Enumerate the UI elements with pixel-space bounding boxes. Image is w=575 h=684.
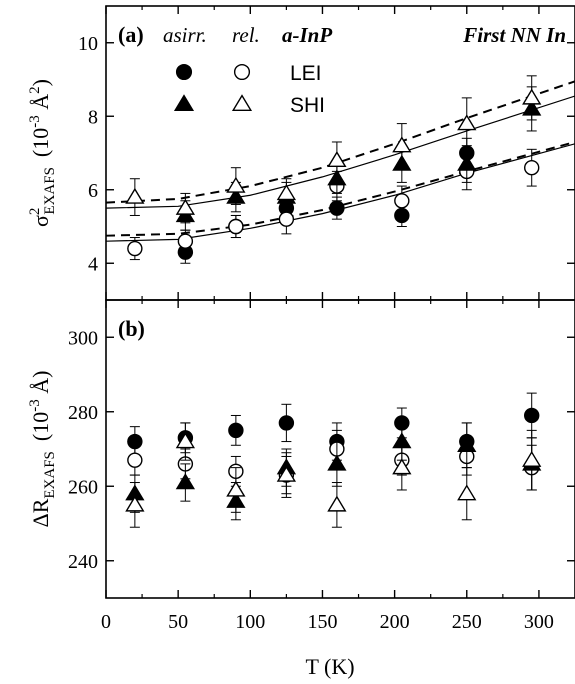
data-point-open-triangle (392, 458, 412, 475)
y-axis-title-part: ) (28, 79, 53, 86)
x-tick-label: 200 (380, 611, 410, 633)
data-point-filled-circle (278, 415, 295, 431)
legend-header-asirr: asirr. (163, 23, 207, 47)
data-point-filled-triangle (327, 454, 347, 471)
data-point-filled-triangle (457, 435, 477, 452)
y-axis-title-part: 2 (27, 86, 43, 94)
y-tick-label-a: 10 (78, 33, 98, 55)
y-tick-label-b: 260 (68, 476, 98, 498)
x-tick-label: 250 (452, 611, 482, 633)
x-tick-label: 300 (524, 611, 554, 633)
legend-marker-open-triangle (231, 94, 253, 112)
legend-marker-filled-circle (175, 63, 193, 81)
data-point-open-triangle (457, 484, 477, 501)
y-axis-title-part: (10 (28, 412, 53, 441)
data-point-open-circle (228, 218, 244, 235)
data-point-open-circle (278, 211, 295, 227)
legend-marker-open-circle (233, 63, 251, 81)
annotation-first-nn: First NN In (462, 23, 566, 47)
data-point-open-triangle (522, 450, 542, 467)
data-point-open-circle (127, 452, 143, 468)
panel-b: 240 260 280 300 (b) ΔREXAFS (10-3 Å) 0 50 100 150 2… (27, 299, 575, 679)
data-point-open-triangle (457, 114, 477, 131)
legend-sample: a-InP (282, 23, 332, 47)
y-axis-title-part: -3 (27, 115, 43, 128)
y-axis-title-part: EXAFS (42, 451, 58, 499)
panel-label-b: (b) (118, 316, 145, 341)
data-point-open-triangle (276, 465, 297, 482)
x-tick-label: 50 (168, 611, 188, 633)
data-point-open-triangle (175, 198, 196, 215)
y-tick-label-a: 8 (88, 106, 98, 128)
x-tick-label: 100 (235, 611, 265, 633)
data-point-open-triangle (276, 184, 297, 201)
legend-marker-filled-triangle (173, 94, 195, 112)
y-tick-label-a: 6 (88, 180, 98, 202)
legend-label-shi: SHI (290, 94, 325, 117)
data-point-filled-circle (228, 422, 244, 439)
y-axis-title-part: EXAFS (42, 167, 58, 215)
data-point-open-triangle (226, 480, 246, 497)
data-point-open-triangle (522, 88, 542, 105)
legend-label-lei: LEI (290, 62, 322, 85)
y-axis-title-part: Å) (28, 371, 53, 400)
y-axis-title-part: (10 (28, 128, 53, 157)
y-axis-title-part: ΔR (28, 498, 53, 527)
data-point-open-triangle (125, 187, 145, 204)
data-point-filled-triangle (457, 154, 477, 171)
y-axis-title-b: ΔREXAFS (10-3 Å) (27, 371, 58, 528)
data-point-open-circle (127, 240, 143, 257)
x-tick-label: 150 (307, 611, 337, 633)
x-axis-title: T (K) (305, 654, 354, 679)
data-point-open-circle (177, 233, 194, 249)
data-point-filled-circle (524, 407, 540, 424)
data-point-open-circle (524, 159, 540, 176)
y-axis-title-part: σ (28, 215, 53, 227)
data-point-filled-circle (329, 200, 345, 216)
data-point-filled-triangle (175, 473, 196, 490)
plot-frame-a (105, 5, 575, 301)
data-point-open-triangle (327, 150, 347, 168)
y-tick-label-a: 4 (88, 253, 98, 275)
y-tick-label-b: 280 (68, 402, 98, 424)
data-point-open-triangle (392, 136, 412, 153)
data-point-open-circle (394, 193, 410, 209)
y-axis-title-part: Å (28, 94, 53, 116)
legend-header-rel: rel. (232, 23, 260, 47)
y-tick-label-b: 300 (68, 327, 98, 349)
data-point-open-triangle (226, 176, 246, 193)
y-axis-title-part: 2 (27, 208, 43, 216)
y-axis-title-a: σ2EXAFS(10-3 Å2) (27, 79, 58, 227)
y-tick-label-b: 240 (68, 551, 98, 573)
data-point-open-triangle (327, 495, 347, 512)
data-point-open-triangle (175, 432, 196, 449)
plot-frame-b (105, 299, 575, 599)
x-tick-label: 0 (101, 611, 111, 633)
y-axis-title-part: -3 (27, 399, 43, 412)
data-point-open-triangle (125, 495, 145, 512)
panel-label-a: (a) (118, 22, 144, 47)
